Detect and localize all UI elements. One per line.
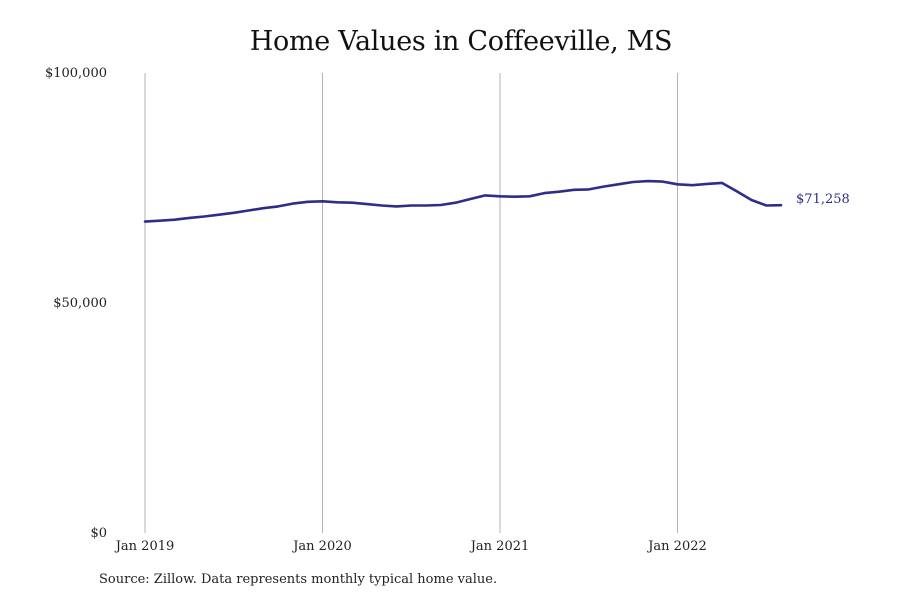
y-tick-label: $0 bbox=[90, 526, 107, 541]
y-axis-tick-labels: $0 $50,000 $100,000 bbox=[45, 66, 107, 541]
x-tick-label: Jan 2021 bbox=[469, 539, 530, 554]
series-end-label: $71,258 bbox=[796, 192, 850, 207]
gridlines bbox=[144, 73, 678, 533]
x-tick-label: Jan 2019 bbox=[114, 539, 175, 554]
y-tick-label: $50,000 bbox=[53, 296, 107, 311]
y-tick-label: $100,000 bbox=[45, 66, 107, 81]
series-layer: $71,258 bbox=[143, 179, 850, 223]
source-note: Source: Zillow. Data represents monthly … bbox=[99, 572, 498, 587]
x-tick-label: Jan 2020 bbox=[291, 539, 352, 554]
chart-title: Home Values in Coffeeville, MS bbox=[249, 26, 673, 57]
series-line bbox=[143, 179, 783, 223]
x-axis-tick-labels: Jan 2019 Jan 2020 Jan 2021 Jan 2022 bbox=[114, 539, 707, 554]
x-tick-label: Jan 2022 bbox=[646, 539, 707, 554]
